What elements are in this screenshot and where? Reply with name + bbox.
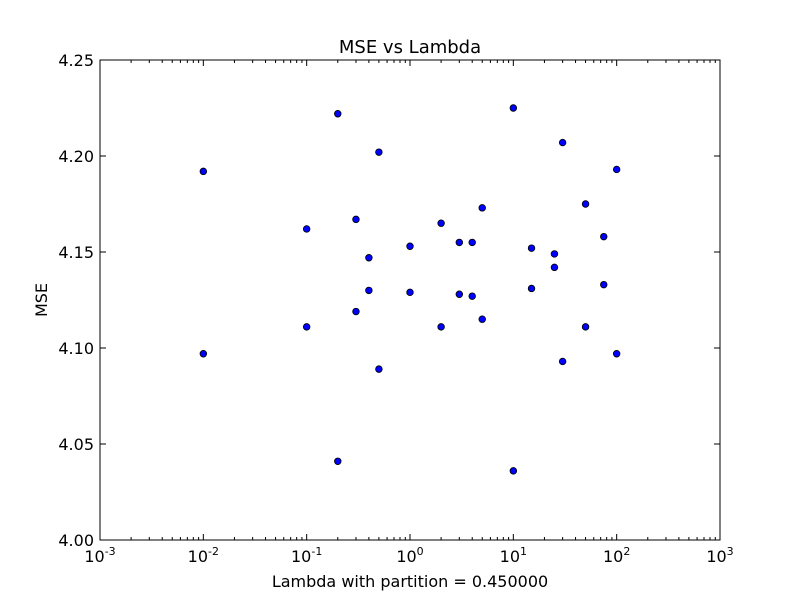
data-point xyxy=(302,225,311,233)
data-point xyxy=(365,286,373,295)
data-point xyxy=(509,467,518,475)
data-point xyxy=(406,242,414,250)
y-tick-label: 4.10 xyxy=(58,339,94,358)
data-point xyxy=(600,232,608,241)
x-tick-label: 103 xyxy=(706,545,733,566)
y-tick-label: 4.15 xyxy=(58,243,94,262)
data-points xyxy=(199,104,621,475)
data-point xyxy=(375,148,383,156)
data-point xyxy=(352,215,360,224)
data-point xyxy=(558,138,567,147)
y-tick-label: 4.25 xyxy=(58,51,94,70)
data-point xyxy=(302,323,311,331)
data-point xyxy=(550,250,559,258)
x-tick-label: 101 xyxy=(500,545,527,566)
data-point xyxy=(468,292,476,300)
x-tick-label: 100 xyxy=(396,545,423,566)
data-point xyxy=(406,288,414,297)
data-point xyxy=(437,323,445,331)
data-point xyxy=(509,104,518,112)
data-point xyxy=(334,457,342,465)
data-point xyxy=(468,238,476,247)
x-tick-label: 10-2 xyxy=(188,545,219,566)
axis-ticks: 10-3 10-2 10-1 100 101 102 103 4.00 4.05 4.10 4.15… xyxy=(58,51,733,566)
data-point xyxy=(375,365,383,373)
data-point xyxy=(581,200,590,208)
data-point xyxy=(455,290,464,298)
data-point xyxy=(334,110,342,118)
data-point xyxy=(527,244,536,252)
data-point xyxy=(352,307,360,316)
data-point xyxy=(558,357,567,366)
data-point xyxy=(455,238,464,247)
x-axis-label: Lambda with partition = 0.450000 xyxy=(272,572,548,591)
x-tick-label: 102 xyxy=(603,545,630,566)
data-point xyxy=(600,280,608,289)
plot-area xyxy=(99,59,721,541)
data-point xyxy=(612,165,621,174)
x-tick-label: 10-3 xyxy=(84,545,115,566)
data-point xyxy=(478,315,486,323)
data-point xyxy=(527,284,536,293)
data-point xyxy=(612,350,621,358)
y-tick-label: 4.20 xyxy=(58,147,94,166)
data-point xyxy=(199,167,208,176)
y-axis-label: MSE xyxy=(32,283,51,317)
data-point xyxy=(478,204,486,212)
data-point xyxy=(437,219,445,227)
data-point xyxy=(365,254,373,262)
chart-title: MSE vs Lambda xyxy=(339,37,481,58)
data-point xyxy=(199,350,208,358)
x-tick-label: 10-1 xyxy=(291,545,322,566)
data-point xyxy=(581,323,590,331)
y-tick-label: 4.05 xyxy=(58,435,94,454)
data-point xyxy=(550,263,559,272)
y-tick-label: 4.00 xyxy=(58,531,94,550)
